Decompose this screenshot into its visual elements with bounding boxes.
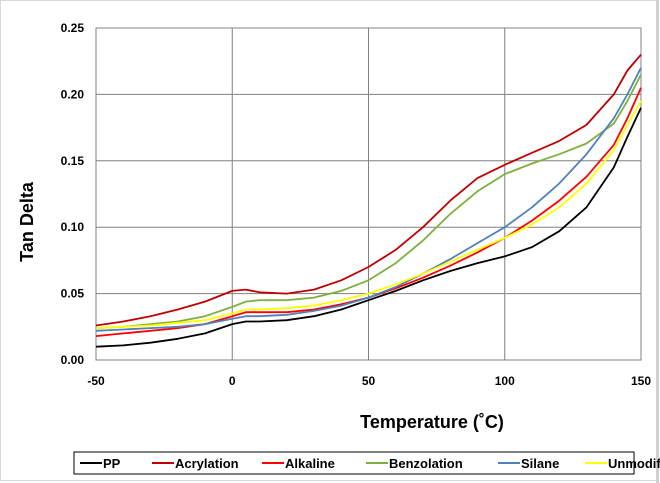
legend-label: Silane [521, 456, 559, 471]
plot-area [95, 27, 642, 361]
series-line-silane [95, 67, 642, 332]
legend-box [73, 451, 635, 475]
legend-item-pp: PP [80, 456, 121, 471]
legend-label: Alkaline [285, 456, 335, 471]
legend-label: Unmodified [608, 456, 660, 471]
series-line-benzolation [95, 74, 642, 329]
x-axis-title: Temperature (˚C) [360, 412, 504, 432]
legend-label: PP [103, 456, 121, 471]
x-tick-label: 150 [631, 374, 651, 388]
legend-item-alkaline: Alkaline [262, 456, 335, 471]
y-tick-label: 0.25 [61, 21, 85, 35]
window-edge [656, 0, 659, 483]
y-tick-label: 0.00 [61, 353, 85, 367]
x-tick-labels: -50 0 50 100 150 [87, 374, 651, 388]
y-tick-label: 0.05 [61, 287, 85, 301]
y-tick-labels: 0.00 0.05 0.10 0.15 0.20 0.25 [61, 21, 85, 367]
legend-item-benzolation: Benzolation [366, 456, 463, 471]
legend-item-silane: Silane [498, 456, 559, 471]
y-tick-label: 0.20 [61, 87, 85, 101]
y-axis-title: Tan Delta [17, 181, 37, 262]
x-tick-label: -50 [87, 374, 105, 388]
series-line-unmodified [95, 100, 642, 329]
legend-label: Acrylation [175, 456, 239, 471]
y-tick-label: 0.15 [61, 154, 85, 168]
legend-item-unmodified: Unmodified [585, 456, 660, 471]
x-tick-label: 50 [362, 374, 376, 388]
series-line-pp [95, 107, 642, 348]
x-tick-label: 0 [229, 374, 236, 388]
x-tick-label: 100 [495, 374, 515, 388]
legend: PP Acrylation Alkaline Benzolation Silane Unm… [73, 451, 660, 475]
legend-label: Benzolation [389, 456, 463, 471]
series-line-acrylation [95, 54, 642, 327]
series-lines [95, 54, 642, 348]
y-tick-label: 0.10 [61, 220, 85, 234]
legend-item-acrylation: Acrylation [152, 456, 239, 471]
